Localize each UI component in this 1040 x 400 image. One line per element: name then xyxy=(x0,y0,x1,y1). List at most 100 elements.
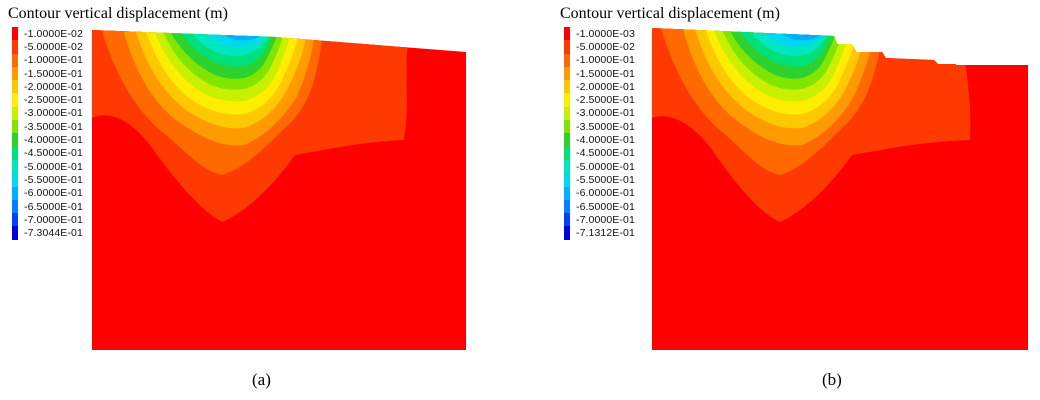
legend-swatch xyxy=(12,80,18,94)
legend-item: -6.5000E-01 xyxy=(12,199,83,214)
panel-a: Contour vertical displacement (m) -1.000… xyxy=(8,5,466,389)
legend-swatch xyxy=(564,133,570,147)
contour-plot-a xyxy=(92,30,466,350)
legend-item: -5.0000E-01 xyxy=(12,159,83,174)
legend-label: -4.0000E-01 xyxy=(24,134,83,147)
legend-swatch xyxy=(12,27,18,41)
chart-title: Contour vertical displacement (m) xyxy=(560,5,780,22)
legend-item: -3.5000E-01 xyxy=(564,120,635,134)
legend-swatch xyxy=(564,93,570,107)
legend-swatch xyxy=(12,146,18,160)
legend-item: -2.5000E-01 xyxy=(12,93,83,107)
legend-label: -1.0000E-01 xyxy=(24,54,83,67)
panel-caption: (b) xyxy=(822,370,842,389)
legend-swatch xyxy=(564,146,570,160)
legend-item: -4.5000E-01 xyxy=(12,146,83,160)
legend-swatch xyxy=(564,120,570,134)
legend-label: -3.0000E-01 xyxy=(576,107,635,120)
legend-item: -4.5000E-01 xyxy=(564,146,635,160)
legend-label: -5.0000E-02 xyxy=(24,40,83,53)
legend-label: -7.1312E-01 xyxy=(576,227,635,240)
legend-swatch xyxy=(564,53,570,67)
legend-label: -2.0000E-01 xyxy=(576,80,635,93)
legend-swatch xyxy=(564,106,570,121)
panel-b: Contour vertical displacement (m) -1.000… xyxy=(552,0,1040,400)
legend-swatch xyxy=(564,199,570,214)
legend-item: -1.5000E-01 xyxy=(564,66,635,81)
legend-item: -5.0000E-02 xyxy=(564,40,635,54)
legend-swatch xyxy=(564,186,570,200)
legend-swatch xyxy=(564,80,570,94)
legend-swatch xyxy=(12,66,18,81)
legend-swatch xyxy=(564,213,570,227)
legend-item: -7.1312E-01 xyxy=(564,226,635,240)
legend-item: -3.5000E-01 xyxy=(12,120,83,134)
legend-item: -5.5000E-01 xyxy=(564,173,635,187)
legend-item: -2.5000E-01 xyxy=(564,93,635,107)
legend-label: -2.0000E-01 xyxy=(24,80,83,93)
legend-swatch xyxy=(564,173,570,187)
legend-item: -1.5000E-01 xyxy=(12,66,83,81)
legend-label: -1.5000E-01 xyxy=(24,67,83,80)
legend-label: -1.0000E-02 xyxy=(24,27,83,40)
legend-label: -5.0000E-01 xyxy=(576,160,635,173)
legend-swatch xyxy=(564,159,570,174)
legend-swatch xyxy=(12,186,18,200)
legend-item: -4.0000E-01 xyxy=(564,133,635,147)
legend-item: -1.0000E-01 xyxy=(564,53,635,67)
legend-label: -5.5000E-01 xyxy=(576,173,635,186)
legend-label: -7.0000E-01 xyxy=(24,213,83,226)
legend-label: -1.0000E-01 xyxy=(576,54,635,67)
legend-item: -6.0000E-01 xyxy=(12,186,83,200)
legend-swatch xyxy=(12,159,18,174)
legend: -1.0000E-03 -5.0000E-02 -1.0000E-01 -1.5… xyxy=(564,27,635,240)
legend-item: -1.0000E-03 xyxy=(564,27,635,41)
legend-label: -2.5000E-01 xyxy=(24,94,83,107)
legend-item: -3.0000E-01 xyxy=(564,106,635,121)
legend-item: -6.5000E-01 xyxy=(564,199,635,214)
legend-swatch xyxy=(12,93,18,107)
contour-plot-b xyxy=(652,28,1028,350)
legend-item: -7.0000E-01 xyxy=(564,213,635,227)
legend-swatch xyxy=(12,226,18,240)
legend-label: -1.5000E-01 xyxy=(576,67,635,80)
legend-label: -4.5000E-01 xyxy=(576,147,635,160)
legend-label: -6.5000E-01 xyxy=(576,200,635,213)
legend-item: -7.3044E-01 xyxy=(12,226,83,240)
legend-swatch xyxy=(12,106,18,121)
legend-label: -5.0000E-02 xyxy=(576,40,635,53)
legend-item: -1.0000E-01 xyxy=(12,53,83,67)
legend-swatch xyxy=(12,199,18,214)
legend-label: -2.5000E-01 xyxy=(576,94,635,107)
legend-item: -1.0000E-02 xyxy=(12,27,83,41)
legend-swatch xyxy=(564,27,570,41)
legend-item: -2.0000E-01 xyxy=(12,80,83,94)
legend-swatch xyxy=(12,40,18,54)
legend-label: -6.0000E-01 xyxy=(576,187,635,200)
legend-label: -3.0000E-01 xyxy=(24,107,83,120)
legend-label: -6.5000E-01 xyxy=(24,200,83,213)
legend-swatch xyxy=(564,66,570,81)
legend: -1.0000E-02 -5.0000E-02 -1.0000E-01 -1.5… xyxy=(12,27,83,240)
legend-item: -5.0000E-02 xyxy=(12,40,83,54)
legend-item: -3.0000E-01 xyxy=(12,106,83,121)
legend-item: -4.0000E-01 xyxy=(12,133,83,147)
legend-label: -3.5000E-01 xyxy=(576,120,635,133)
legend-label: -3.5000E-01 xyxy=(24,120,83,133)
legend-label: -4.0000E-01 xyxy=(576,134,635,147)
legend-item: -2.0000E-01 xyxy=(564,80,635,94)
legend-swatch xyxy=(564,40,570,54)
legend-swatch xyxy=(12,133,18,147)
legend-swatch xyxy=(12,213,18,227)
legend-swatch xyxy=(564,226,570,240)
legend-item: -5.0000E-01 xyxy=(564,159,635,174)
legend-label: -5.0000E-01 xyxy=(24,160,83,173)
legend-label: -4.5000E-01 xyxy=(24,147,83,160)
legend-label: -1.0000E-03 xyxy=(576,27,635,40)
legend-label: -7.0000E-01 xyxy=(576,213,635,226)
legend-swatch xyxy=(12,53,18,67)
legend-item: -6.0000E-01 xyxy=(564,186,635,200)
legend-label: -5.5000E-01 xyxy=(24,173,83,186)
legend-swatch xyxy=(12,173,18,187)
legend-label: -6.0000E-01 xyxy=(24,187,83,200)
